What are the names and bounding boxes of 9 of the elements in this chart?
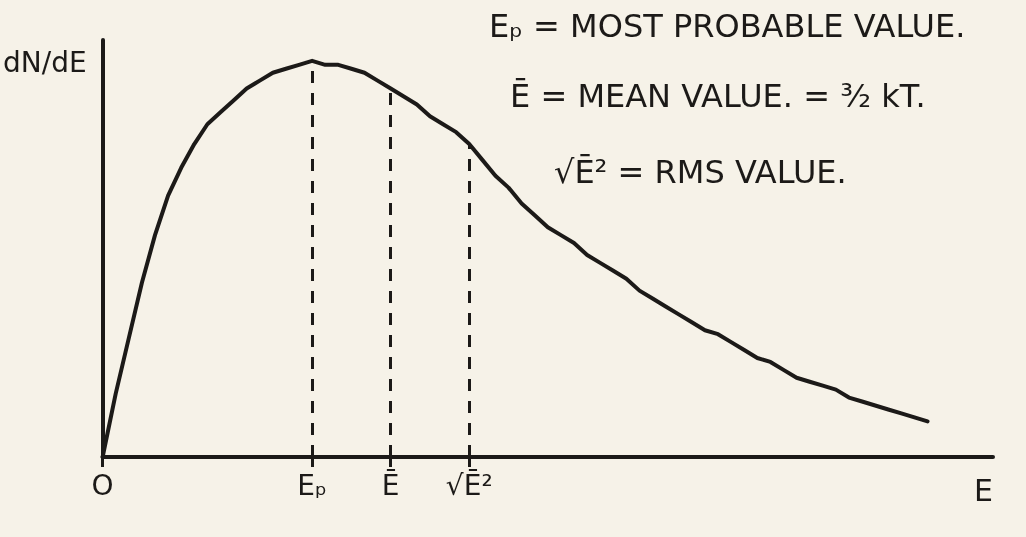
- x-tick-label: O: [91, 468, 114, 502]
- annotation: Ē = MEAN VALUE. = ³⁄₂ kT.: [510, 77, 926, 115]
- x-tick-label: Ē: [381, 468, 400, 502]
- x-axis-title: E: [974, 472, 993, 508]
- text: Eₚ = MOST PROBABLE VALUE.: [489, 7, 966, 45]
- annotation: √Ē² = RMS VALUE.: [554, 153, 847, 191]
- x-tick-label: Eₚ: [297, 468, 327, 502]
- y-axis-title: dN/dE: [2, 45, 87, 79]
- x-tick-label: √Ē²: [445, 468, 493, 502]
